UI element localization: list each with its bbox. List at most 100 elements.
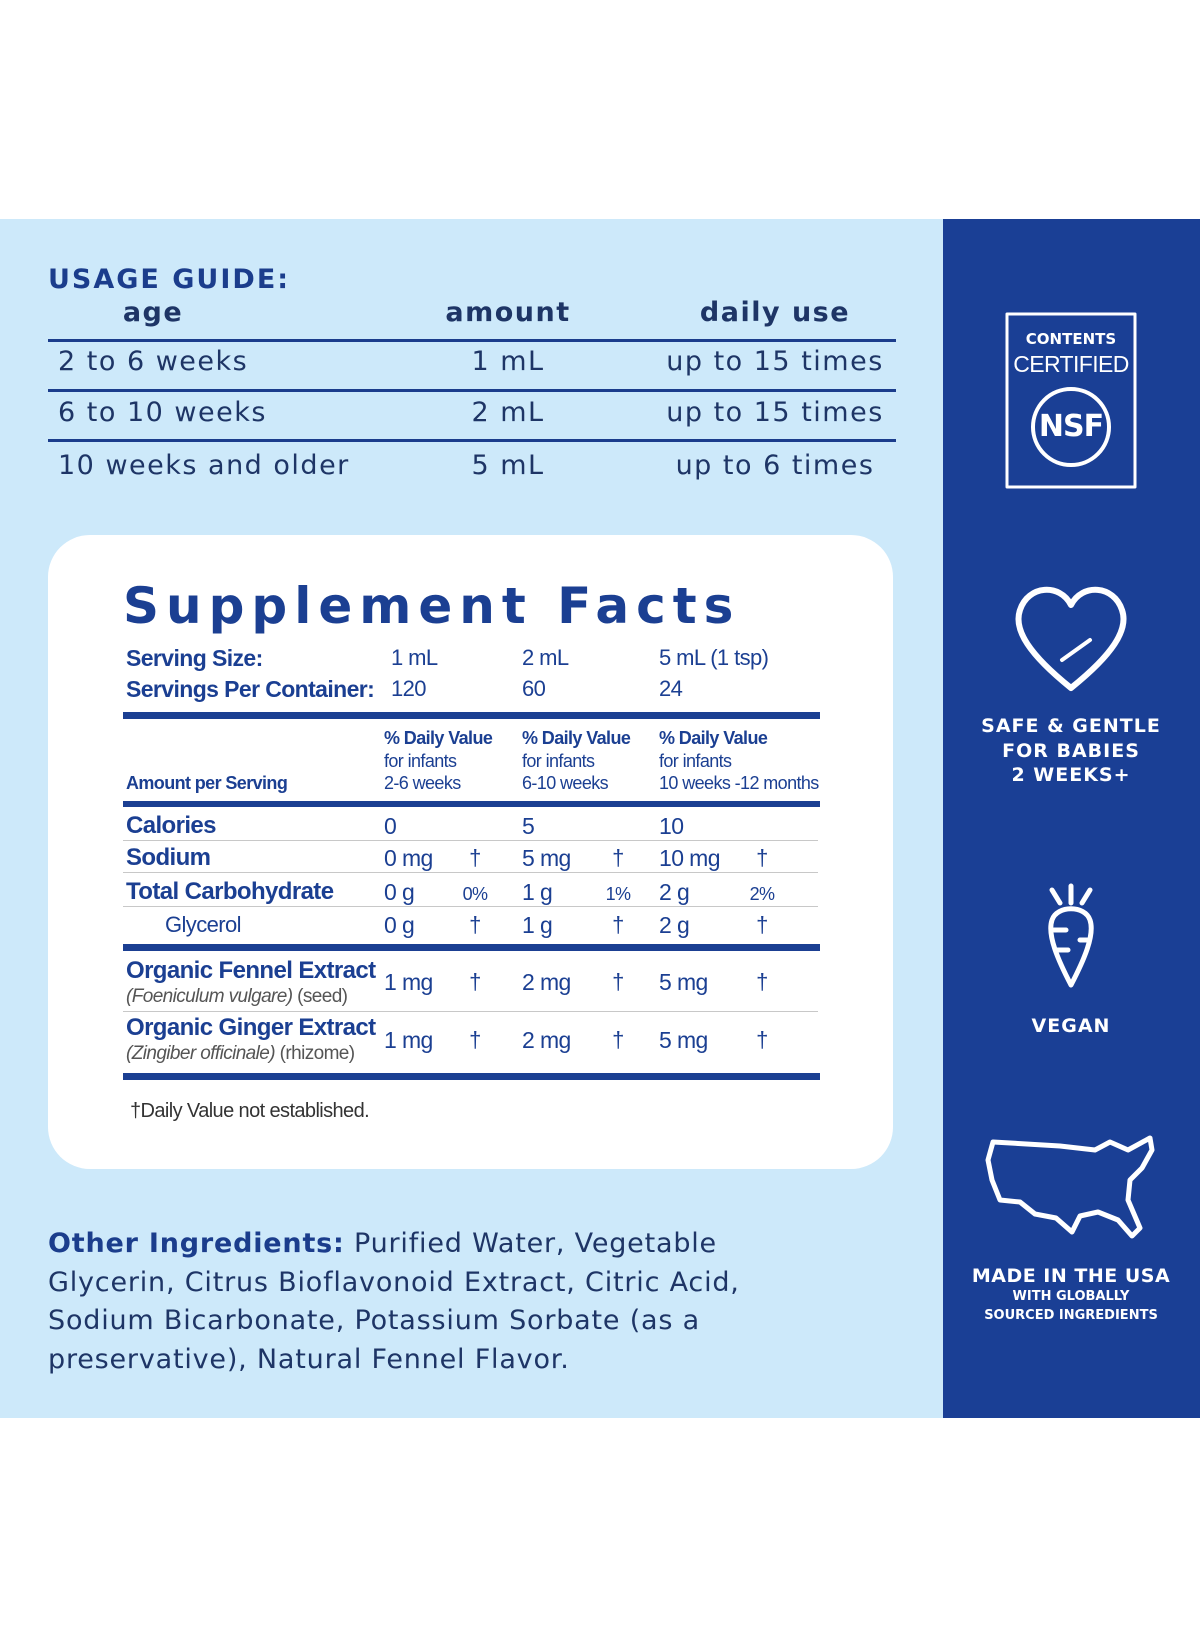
rule [123,943,820,951]
daily-value: † [756,1027,768,1052]
extract-source: (Foeniculum vulgare) (seed) [126,977,348,1017]
serving-value: 2 mL [522,645,569,670]
usage-cell: up to 15 times [666,397,884,428]
amount: 1 mg [384,969,433,995]
amount: 1 mg [384,1027,433,1053]
usage-cell: 6 to 10 weeks [58,397,267,428]
badge-panel [943,219,1200,1418]
plant-part: (seed) [297,986,348,1007]
heart-shine [1060,638,1092,662]
daily-value: 0% [462,884,488,904]
footnote: †Daily Value not established. [130,1100,370,1122]
amount: 0 [384,813,397,839]
dv-line: for infants [384,751,457,771]
dv-line: 2-6 weeks [384,773,461,793]
facts-title: Supplement Facts [123,577,741,635]
ingredients-label: Other Ingredients: [48,1228,345,1259]
serving-value: 60 [522,676,546,701]
facts-card [48,535,893,1169]
daily-value: † [469,969,481,994]
dv-title: % Daily Value [522,728,631,748]
serving-value: 5 mL (1 tsp) [659,645,769,670]
rule [48,388,896,392]
badge-text: MADE IN THE USA [971,1265,1171,1287]
usage-cell: up to 15 times [666,346,884,377]
dv-line: 6-10 weeks [522,773,609,793]
usage-cell: 2 to 6 weeks [58,346,249,377]
other-ingredients: Other Ingredients: Purified Water, Veget… [48,1225,848,1379]
badge-text: 2 WEEKS+ [1011,764,1131,786]
usage-cell: up to 6 times [675,450,875,481]
latin-name: (Zingiber officinale) [126,1043,276,1064]
rule [123,801,820,807]
badge-text: VEGAN [1031,1015,1111,1037]
serving-value: 24 [659,676,683,701]
extract-name: Organic Ginger Extract [126,1014,376,1041]
amount: 2 g [659,879,690,905]
rule [48,338,896,342]
usage-header: amount [445,297,571,328]
nsf-logo: NSF [1038,409,1104,444]
badge-text: SOURCED INGREDIENTS [984,1308,1158,1323]
nutrient-name: Sodium [126,844,211,871]
dv-line: 10 weeks -12 months [659,773,819,793]
dv-title: % Daily Value [659,728,768,748]
usa-map-icon [985,1135,1155,1239]
rule [123,711,820,719]
dv-title: % Daily Value [384,728,493,748]
usage-header: age [122,297,184,328]
amount: 2 mg [522,969,571,995]
badge-text: WITH GLOBALLY [1012,1289,1130,1304]
daily-value: † [612,845,624,870]
usage-cell: 10 weeks and older [58,450,350,481]
rule [123,839,818,841]
daily-value: 1% [605,884,631,904]
daily-value: † [756,969,768,994]
rule [123,1010,818,1012]
amount: 5 mg [522,845,571,871]
serving-label: Servings Per Container: [126,676,375,702]
usage-cell: 5 mL [471,450,545,481]
amount-header: Amount per Serving [126,773,288,793]
amount: 1 g [522,879,553,905]
dv-line: for infants [522,751,595,771]
daily-value: † [756,845,768,870]
daily-value: † [469,845,481,870]
usage-cell: 1 mL [471,346,545,377]
nutrient-name: Calories [126,812,217,839]
daily-value: † [756,912,768,937]
heart-icon [1015,586,1127,691]
amount: 1 g [522,912,553,938]
nutrient-name: Glycerol [165,912,241,937]
daily-value: † [612,969,624,994]
usage-title: USAGE GUIDE: [48,264,291,295]
nsf-circle [1031,387,1111,467]
nsf-line: CONTENTS [1025,330,1117,348]
daily-value: † [469,912,481,937]
extract-name: Organic Fennel Extract [126,957,376,984]
usage-cell: 2 mL [471,397,545,428]
ingredients-text: Purified Water, Vegetable Glycerin, Citr… [48,1228,740,1375]
daily-value: 2% [749,884,775,904]
rule [123,871,818,873]
latin-name: (Foeniculum vulgare) [126,986,293,1007]
plant-part: (rhizome) [279,1043,355,1064]
daily-value: † [469,1027,481,1052]
dv-line: for infants [659,751,732,771]
rule [123,1072,820,1080]
daily-value: † [612,912,624,937]
amount: 5 [522,813,535,839]
amount: 0 mg [384,845,433,871]
amount: 0 g [384,879,415,905]
usage-header: daily use [699,297,851,328]
serving-label: Serving Size: [126,645,263,671]
daily-value: † [612,1027,624,1052]
carrot-icon [1048,883,1094,988]
amount: 5 mg [659,969,708,995]
amount: 0 g [384,912,415,938]
serving-value: 1 mL [391,645,438,670]
amount: 2 g [659,912,690,938]
extract-source: (Zingiber officinale) (rhizome) [126,1034,355,1074]
nsf-frame [1005,312,1137,489]
